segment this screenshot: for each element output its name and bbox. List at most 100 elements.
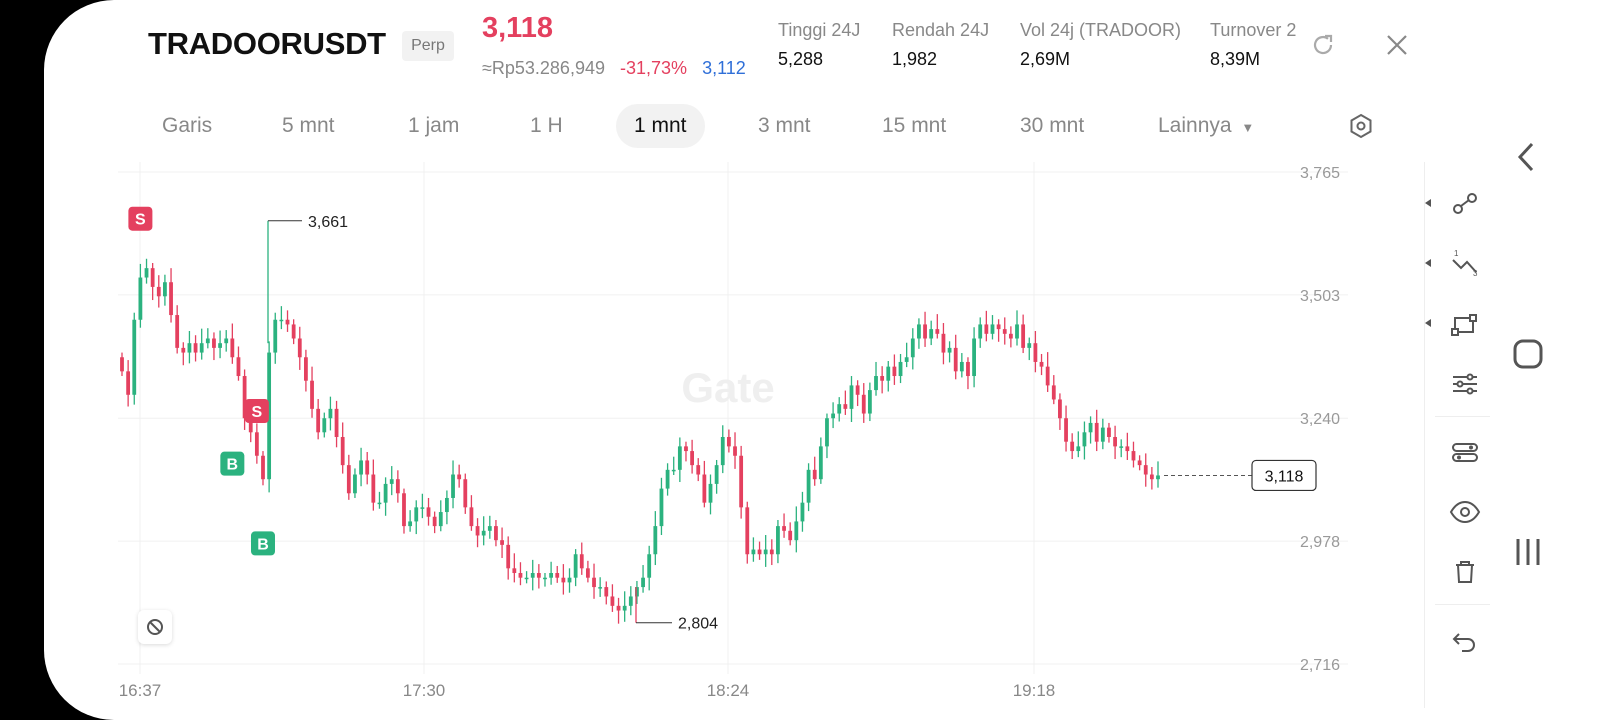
buy-marker-text: B xyxy=(257,536,269,553)
stat-volume: Vol 24j (TRADOOR) 2,69M xyxy=(1020,20,1181,70)
tab-garis[interactable]: Garis xyxy=(162,114,213,137)
y-tick-label: 3,503 xyxy=(1300,288,1340,305)
candle-body xyxy=(996,324,1001,330)
candle-body xyxy=(536,573,541,578)
tab-1-mnt[interactable]: 1 mnt xyxy=(616,104,705,148)
candle-body xyxy=(1045,366,1050,386)
candle-body xyxy=(904,357,909,362)
trash-icon[interactable] xyxy=(1445,552,1485,592)
candle-body xyxy=(1113,436,1117,447)
eye-icon[interactable] xyxy=(1445,492,1485,532)
stat-value: 2,69M xyxy=(1020,49,1071,69)
candle-body xyxy=(199,343,204,353)
candle-body xyxy=(880,376,885,381)
recents-icon[interactable] xyxy=(1512,536,1544,573)
candle-body xyxy=(1064,418,1068,442)
candle-body xyxy=(782,526,786,531)
candle-body xyxy=(947,347,952,353)
chart-area[interactable]: 3,765 3,503 3,240 2,978 2,716 16:37 17:30 18:24… xyxy=(118,162,1499,708)
candle-body xyxy=(635,587,639,597)
candle-body xyxy=(420,507,425,509)
candle-body xyxy=(1033,343,1038,362)
candle-body xyxy=(273,319,278,353)
candle-body xyxy=(941,333,946,353)
candle-body xyxy=(506,544,511,569)
rotate-icon[interactable] xyxy=(1310,32,1336,63)
home-icon[interactable] xyxy=(1512,338,1544,375)
contract-type-badge: Perp xyxy=(402,31,454,61)
candle-body xyxy=(353,474,357,494)
tab-30-mnt[interactable]: 30 mnt xyxy=(1020,114,1085,137)
stat-turnover: Turnover 2 8,39M xyxy=(1210,20,1298,70)
candle-body xyxy=(408,521,413,527)
candle-body xyxy=(788,530,793,541)
candle-body xyxy=(279,319,284,322)
candle-body xyxy=(304,357,308,381)
candle-body xyxy=(628,596,633,606)
tab-15-mnt[interactable]: 15 mnt xyxy=(882,114,947,137)
candle-body xyxy=(432,516,437,527)
candle-body xyxy=(402,493,406,527)
indicator-icon[interactable] xyxy=(1445,432,1485,472)
stat-value: 5,288 xyxy=(778,49,824,69)
candle-body xyxy=(518,573,523,578)
candle-body xyxy=(389,479,394,484)
candle-body xyxy=(291,324,296,339)
candle-body xyxy=(579,554,584,569)
tab-1-h[interactable]: 1 H xyxy=(530,114,563,137)
candle-body xyxy=(757,549,762,555)
expand-triangle-icon xyxy=(1425,319,1431,327)
candle-body xyxy=(910,338,915,358)
candle-body xyxy=(132,319,137,395)
candle-body xyxy=(696,465,701,475)
symbol-title: TRADOORUSDT xyxy=(148,26,386,61)
candle-body xyxy=(187,343,192,353)
candle-body xyxy=(604,587,609,597)
candle-body xyxy=(138,277,143,320)
candle-body xyxy=(261,455,265,480)
candle-body xyxy=(592,577,596,588)
candle-body xyxy=(126,371,131,395)
candle-body xyxy=(935,329,940,334)
candle-body xyxy=(451,474,455,498)
candle-body xyxy=(414,507,419,522)
candle-body xyxy=(230,338,235,358)
line-tool-icon[interactable] xyxy=(1425,184,1485,224)
stat-value: 1,982 xyxy=(892,49,938,69)
candle-body xyxy=(972,338,976,377)
tab-1-jam[interactable]: 1 jam xyxy=(408,114,460,137)
candle-body xyxy=(843,404,848,409)
candle-body xyxy=(1002,329,1007,334)
toolbar-divider xyxy=(1435,604,1499,605)
settings-lines-icon[interactable] xyxy=(1445,364,1485,404)
candle-body xyxy=(475,526,480,536)
tab-3-mnt[interactable]: 3 mnt xyxy=(758,114,811,137)
buy-marker-badge xyxy=(220,451,245,476)
candle-body xyxy=(733,446,737,456)
shape-tool-icon[interactable] xyxy=(1425,304,1485,344)
candle-body xyxy=(953,347,958,372)
candle-body xyxy=(647,554,652,578)
candle-body xyxy=(818,446,823,480)
back-icon[interactable] xyxy=(1512,140,1542,179)
candle-body xyxy=(365,460,370,475)
chart-reset-icon[interactable] xyxy=(138,610,172,644)
candle-body xyxy=(984,324,989,334)
candle-body xyxy=(1070,441,1075,452)
candle-body xyxy=(555,573,560,578)
current-price-box xyxy=(1251,459,1317,492)
tab-5-mnt[interactable]: 5 mnt xyxy=(282,114,335,137)
candle-body xyxy=(990,324,995,334)
candlestick-chart[interactable]: 3,765 3,503 3,240 2,978 2,716 16:37 17:30 18:24… xyxy=(118,162,1428,708)
undo-icon[interactable] xyxy=(1445,620,1485,660)
tab-lainnya[interactable]: Lainnya ▼ xyxy=(1140,104,1272,148)
chart-settings-icon[interactable] xyxy=(1348,113,1374,144)
close-icon[interactable] xyxy=(1384,32,1410,63)
candle-body xyxy=(377,502,382,505)
last-price: 3,118 xyxy=(482,12,553,44)
candle-body xyxy=(549,573,554,578)
candle-body xyxy=(892,366,897,377)
interval-tabs: Garis 5 mnt 1 jam 1 H 1 mnt 3 mnt 15 mnt… xyxy=(118,104,1418,148)
